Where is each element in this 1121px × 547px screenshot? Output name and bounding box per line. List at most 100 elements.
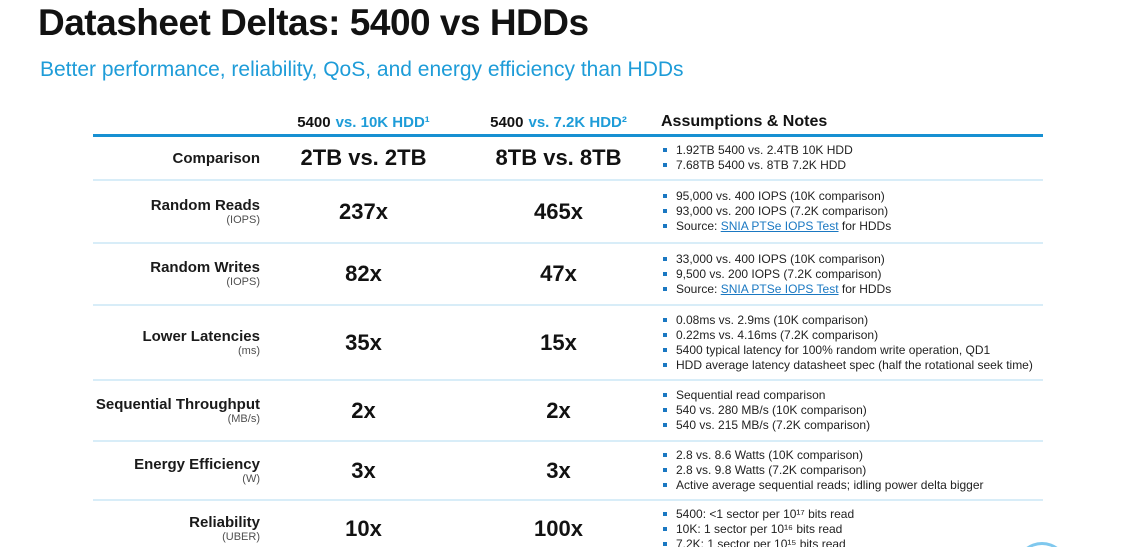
note-text: 2.8 vs. 8.6 Watts (10K comparison) — [676, 448, 863, 462]
column-header-10k-hdd: 5400 vs. 10K HDD¹ — [266, 114, 461, 131]
note-item: 5400 typical latency for 100% random wri… — [661, 343, 1043, 358]
row-label-cell: Sequential Throughput (MB/s) — [93, 396, 266, 426]
metric-value-10k: 10x — [345, 516, 382, 541]
note-item: 93,000 vs. 200 IOPS (7.2K comparison) — [661, 204, 1043, 219]
column-header-72k-product: 5400 — [490, 114, 524, 131]
notes-cell: 0.08ms vs. 2.9ms (10K comparison) 0.22ms … — [656, 308, 1043, 378]
row-label: Sequential Throughput — [95, 395, 260, 413]
row-label-cell: Energy Efficiency (W) — [93, 456, 266, 486]
column-header-72k-vs-label: vs. 7.2K HDD² — [528, 114, 627, 131]
bullet-square-icon — [663, 393, 667, 397]
note-text: Source: SNIA PTSe IOPS Test for HDDs — [676, 219, 891, 234]
note-text: 7.68TB 5400 vs. 8TB 7.2K HDD — [676, 158, 847, 172]
table-row: Lower Latencies (ms) 35x 15x 0.08ms vs. 2.9m… — [93, 306, 1043, 381]
note-text: 540 vs. 280 MB/s (10K comparison) — [676, 403, 867, 417]
note-item: Sequential read comparison — [661, 388, 1043, 403]
bullet-square-icon — [663, 483, 667, 487]
note-source-link[interactable]: SNIA PTSe IOPS Test — [720, 219, 839, 233]
row-label: Random Reads — [150, 196, 260, 214]
bullet-square-icon — [663, 468, 667, 472]
row-label: Energy Efficiency — [134, 455, 260, 473]
note-text: Source: SNIA PTSe IOPS Test for HDDs — [676, 282, 891, 297]
bullet-square-icon — [663, 362, 667, 367]
bullet-square-icon — [663, 541, 667, 546]
metric-value-72k: 47x — [540, 261, 577, 286]
bullet-square-icon — [663, 347, 667, 352]
note-item: HDD average latency datasheet spec (half… — [661, 358, 1043, 373]
table-header-row: 5400 vs. 10K HDD¹ 5400 vs. 7.2K HDD² Assum… — [93, 101, 1043, 137]
note-text: 0.22ms vs. 4.16ms (7.2K comparison) — [676, 327, 879, 342]
note-text: 10K: 1 sector per 10¹⁶ bits read — [676, 521, 843, 536]
bullet-square-icon — [663, 224, 667, 228]
note-text: Active average sequential reads; idling … — [676, 478, 984, 492]
bullet-square-icon — [663, 194, 667, 198]
note-item: 33,000 vs. 400 IOPS (10K comparison) — [661, 252, 1043, 267]
row-label: Random Writes — [150, 259, 260, 276]
note-item: 0.08ms vs. 2.9ms (10K comparison) — [661, 313, 1043, 328]
metric-value-72k: 465x — [534, 198, 583, 224]
row-unit-sublabel: (W) — [242, 472, 260, 485]
note-text: 33,000 vs. 400 IOPS (10K comparison) — [676, 251, 885, 266]
note-text: 5400: <1 sector per 10¹⁷ bits read — [676, 506, 855, 521]
note-item: 9,500 vs. 200 IOPS (7.2K comparison) — [661, 267, 1043, 282]
note-item: Source: SNIA PTSe IOPS Test for HDDs — [661, 282, 1043, 297]
note-prefix: Source: — [676, 219, 721, 233]
table-row: Energy Efficiency (W) 3x 3x 2.8 vs. 8.6 Watt… — [93, 442, 1043, 501]
note-item: 0.22ms vs. 4.16ms (7.2K comparison) — [661, 328, 1043, 343]
note-suffix: for HDDs — [838, 219, 892, 233]
metric-value-10k: 82x — [345, 261, 382, 286]
row-unit-sublabel: (IOPS) — [226, 213, 260, 226]
metric-value-72k: 100x — [534, 516, 583, 541]
row-unit-sublabel: (IOPS) — [226, 276, 260, 288]
notes-cell: 95,000 vs. 400 IOPS (10K comparison) 93,0… — [656, 184, 1043, 239]
row-unit-sublabel: (ms) — [238, 344, 260, 357]
metric-value-10k: 237x — [339, 198, 388, 224]
note-text: 7.2K: 1 sector per 10¹⁵ bits read — [676, 536, 846, 547]
note-item: Source: SNIA PTSe IOPS Test for HDDs — [661, 219, 1043, 234]
note-item: 540 vs. 280 MB/s (10K comparison) — [661, 403, 1043, 418]
metric-value-10k: 2x — [351, 397, 376, 423]
metric-value-10k: 3x — [351, 457, 376, 483]
note-text: HDD average latency datasheet spec (half… — [676, 357, 1033, 372]
note-item: 1.92TB 5400 vs. 2.4TB 10K HDD — [661, 143, 1043, 158]
notes-cell: 1.92TB 5400 vs. 2.4TB 10K HDD 7.68TB 5400… — [656, 138, 1043, 178]
note-prefix: Source: — [676, 281, 721, 296]
table-row: Comparison 2TB vs. 2TB 8TB vs. 8TB 1.92TB 5… — [93, 137, 1043, 181]
metric-value-72k: 15x — [540, 329, 577, 355]
metric-value-72k: 2x — [546, 397, 571, 423]
row-label: Comparison — [172, 149, 260, 167]
table-row: Reliability (UBER) 10x 100x 5400: <1 sector … — [93, 501, 1043, 547]
notes-cell: 33,000 vs. 400 IOPS (10K comparison) 9,50… — [656, 247, 1043, 302]
note-item: 5400: <1 sector per 10¹⁷ bits read — [661, 507, 1043, 522]
row-label: Lower Latencies — [142, 327, 260, 345]
notes-cell: Sequential read comparison 540 vs. 280 MB… — [656, 383, 1043, 438]
bullet-square-icon — [663, 408, 667, 412]
note-item: 7.68TB 5400 vs. 8TB 7.2K HDD — [661, 158, 1043, 173]
column-header-10k-vs-label: vs. 10K HDD¹ — [335, 114, 430, 131]
column-header-assumptions-notes: Assumptions & Notes — [661, 113, 828, 130]
row-label-cell: Random Reads (IOPS) — [93, 197, 266, 227]
bullet-square-icon — [663, 163, 667, 167]
bullet-square-icon — [663, 256, 667, 261]
comparison-table: 5400 vs. 10K HDD¹ 5400 vs. 7.2K HDD² Assum… — [93, 101, 1043, 547]
metric-value-72k: 3x — [546, 457, 571, 483]
row-label-cell: Random Writes (IOPS) — [93, 259, 266, 289]
table-row: Random Writes (IOPS) 82x 47x 33,000 vs. 400 … — [93, 244, 1043, 306]
note-source-link[interactable]: SNIA PTSe IOPS Test — [720, 281, 839, 296]
row-label-cell: Reliability (UBER) — [93, 514, 266, 544]
note-text: 540 vs. 215 MB/s (7.2K comparison) — [676, 418, 871, 432]
note-text: 2.8 vs. 9.8 Watts (7.2K comparison) — [676, 463, 867, 477]
bullet-square-icon — [663, 148, 667, 152]
note-text: 95,000 vs. 400 IOPS (10K comparison) — [676, 189, 885, 203]
bullet-square-icon — [663, 332, 667, 337]
row-unit-sublabel: (MB/s) — [227, 412, 260, 425]
note-item: Active average sequential reads; idling … — [661, 478, 1043, 493]
column-header-72k-hdd: 5400 vs. 7.2K HDD² — [461, 114, 656, 131]
note-text: 93,000 vs. 200 IOPS (7.2K comparison) — [676, 204, 889, 218]
note-text: Sequential read comparison — [676, 388, 826, 402]
note-text: 9,500 vs. 200 IOPS (7.2K comparison) — [676, 266, 882, 281]
note-text: 1.92TB 5400 vs. 2.4TB 10K HDD — [676, 143, 853, 157]
page-subtitle: Better performance, reliability, QoS, an… — [40, 58, 684, 81]
note-text: 0.08ms vs. 2.9ms (10K comparison) — [676, 312, 869, 327]
note-item: 2.8 vs. 9.8 Watts (7.2K comparison) — [661, 463, 1043, 478]
